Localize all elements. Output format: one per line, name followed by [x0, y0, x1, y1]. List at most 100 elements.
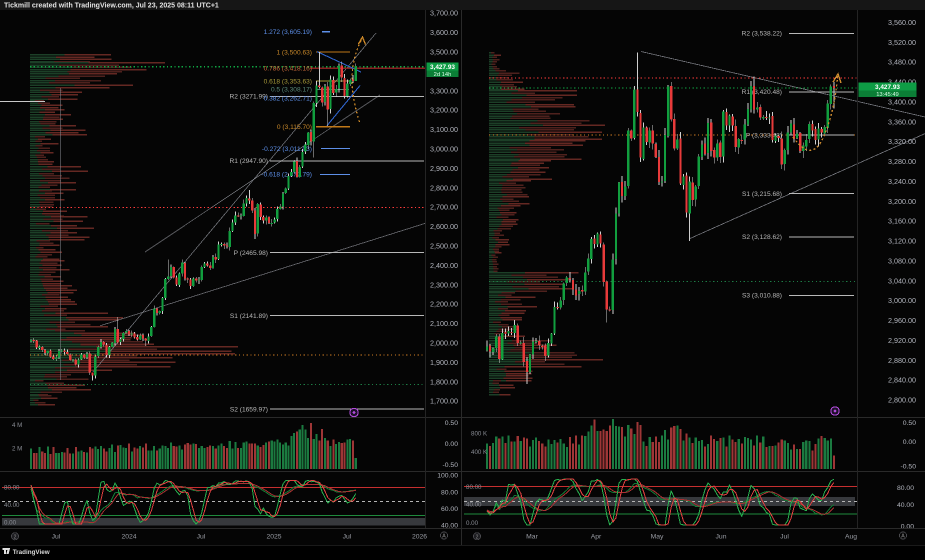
- svg-text:2,700.00: 2,700.00: [430, 203, 458, 212]
- svg-text:3,427.93: 3,427.93: [430, 64, 455, 71]
- svg-text:40.00: 40.00: [897, 502, 914, 509]
- svg-text:0 (3,115.70): 0 (3,115.70): [277, 124, 312, 131]
- svg-text:2,800.00: 2,800.00: [430, 183, 458, 192]
- svg-text:2: 2: [476, 534, 479, 540]
- svg-text:Apr: Apr: [591, 534, 602, 541]
- svg-text:A: A: [442, 534, 446, 540]
- svg-text:0.50: 0.50: [903, 420, 916, 427]
- svg-text:3,040.00: 3,040.00: [888, 276, 916, 285]
- svg-text:A: A: [901, 534, 905, 540]
- svg-text:3,000.00: 3,000.00: [430, 145, 458, 154]
- svg-text:S1 (3,215.68): S1 (3,215.68): [742, 191, 782, 198]
- svg-text:0.618 (3,353.63): 0.618 (3,353.63): [264, 78, 312, 85]
- svg-text:1.272 (3,605.19): 1.272 (3,605.19): [264, 29, 312, 36]
- svg-text:2,800.00: 2,800.00: [888, 396, 916, 405]
- svg-text:P (2465.98): P (2465.98): [234, 250, 268, 257]
- svg-text:-0.618 (2,877.79): -0.618 (2,877.79): [261, 172, 312, 179]
- svg-text:80.00: 80.00: [466, 484, 482, 491]
- svg-text:1,800.00: 1,800.00: [430, 377, 458, 386]
- svg-text:100.00: 100.00: [437, 473, 458, 480]
- svg-text:3,000.00: 3,000.00: [888, 296, 916, 305]
- svg-text:40.00: 40.00: [441, 523, 458, 530]
- svg-text:S2 (1659.97): S2 (1659.97): [230, 407, 268, 414]
- svg-text:2,960.00: 2,960.00: [888, 316, 916, 325]
- svg-text:3,440.00: 3,440.00: [888, 78, 916, 87]
- svg-text:0.382 (3,262.71): 0.382 (3,262.71): [264, 96, 312, 103]
- svg-text:3,080.00: 3,080.00: [888, 257, 916, 266]
- svg-text:Jun: Jun: [716, 534, 727, 541]
- svg-text:80.00: 80.00: [897, 485, 914, 492]
- svg-text:S3 (3,010.88): S3 (3,010.88): [742, 293, 782, 300]
- svg-text:3,500.00: 3,500.00: [430, 48, 458, 57]
- svg-text:2,880.00: 2,880.00: [888, 356, 916, 365]
- svg-text:P (3,333.48): P (3,333.48): [746, 132, 782, 139]
- svg-text:60.00: 60.00: [441, 506, 458, 513]
- svg-text:2: 2: [14, 534, 17, 540]
- svg-text:80.00: 80.00: [4, 485, 20, 492]
- svg-text:3,520.00: 3,520.00: [888, 38, 916, 47]
- svg-text:0.00: 0.00: [4, 520, 17, 527]
- svg-text:0.5 (3,308.17): 0.5 (3,308.17): [271, 87, 312, 94]
- svg-text:Aug: Aug: [845, 534, 857, 541]
- svg-text:0.00: 0.00: [466, 520, 479, 527]
- svg-text:Jul: Jul: [780, 534, 789, 541]
- svg-text:2,500.00: 2,500.00: [430, 242, 458, 251]
- svg-text:1,900.00: 1,900.00: [430, 358, 458, 367]
- svg-text:2,300.00: 2,300.00: [430, 280, 458, 289]
- svg-text:3,100.00: 3,100.00: [430, 125, 458, 134]
- svg-text:0.00: 0.00: [903, 439, 916, 446]
- svg-text:2,200.00: 2,200.00: [430, 300, 458, 309]
- svg-text:1,700.00: 1,700.00: [430, 397, 458, 406]
- svg-text:2,920.00: 2,920.00: [888, 336, 916, 345]
- svg-text:3,480.00: 3,480.00: [888, 58, 916, 67]
- svg-text:3,200.00: 3,200.00: [888, 197, 916, 206]
- svg-text:3,240.00: 3,240.00: [888, 177, 916, 186]
- svg-text:400 K: 400 K: [471, 449, 488, 456]
- svg-text:40.00: 40.00: [466, 502, 482, 509]
- svg-text:3,360.00: 3,360.00: [888, 117, 916, 126]
- svg-text:-0.50: -0.50: [901, 464, 917, 471]
- svg-text:Mar: Mar: [526, 534, 538, 541]
- svg-text:2d 14h: 2d 14h: [434, 72, 452, 78]
- svg-text:80.00: 80.00: [441, 490, 458, 497]
- svg-text:Jul: Jul: [197, 534, 206, 541]
- svg-text:3,160.00: 3,160.00: [888, 217, 916, 226]
- svg-text:Tickmill created with TradingV: Tickmill created with TradingView.com, J…: [4, 3, 219, 10]
- svg-text:May: May: [651, 534, 664, 541]
- svg-text:-0.50: -0.50: [443, 462, 459, 469]
- svg-text:4 M: 4 M: [12, 422, 22, 429]
- svg-text:S2 (3,128.62): S2 (3,128.62): [742, 234, 782, 241]
- svg-text:2025: 2025: [266, 534, 281, 541]
- svg-text:2024: 2024: [121, 534, 136, 541]
- svg-text:13:45:49: 13:45:49: [876, 92, 899, 98]
- svg-text:3,200.00: 3,200.00: [430, 106, 458, 115]
- svg-text:3,700.00: 3,700.00: [430, 9, 458, 18]
- svg-text:2,400.00: 2,400.00: [430, 261, 458, 270]
- svg-text:3,400.00: 3,400.00: [888, 97, 916, 106]
- svg-text:3,120.00: 3,120.00: [888, 237, 916, 246]
- svg-text:0.00: 0.00: [901, 524, 914, 531]
- svg-text:3,427.93: 3,427.93: [875, 84, 900, 91]
- svg-text:3,600.00: 3,600.00: [430, 28, 458, 37]
- svg-text:3,300.00: 3,300.00: [430, 86, 458, 95]
- svg-text:R1 (3,420.48): R1 (3,420.48): [742, 89, 782, 96]
- svg-text:R2 (3271.99): R2 (3271.99): [230, 94, 269, 101]
- svg-text:0.00: 0.00: [445, 441, 458, 448]
- svg-text:2 M: 2 M: [12, 446, 22, 453]
- svg-text:0.786 (3,418.16): 0.786 (3,418.16): [264, 66, 312, 73]
- svg-text:800 K: 800 K: [471, 431, 488, 438]
- svg-text:2,900.00: 2,900.00: [430, 164, 458, 173]
- svg-text:2,100.00: 2,100.00: [430, 319, 458, 328]
- svg-text:R2 (3,538.22): R2 (3,538.22): [742, 31, 782, 38]
- svg-text:Jul: Jul: [343, 534, 352, 541]
- svg-text:3,320.00: 3,320.00: [888, 137, 916, 146]
- svg-text:-0.272 (3,011.03): -0.272 (3,011.03): [262, 146, 312, 153]
- svg-text:3,280.00: 3,280.00: [888, 157, 916, 166]
- svg-text:2,840.00: 2,840.00: [888, 376, 916, 385]
- svg-text:0.50: 0.50: [445, 420, 458, 427]
- svg-text:Jul: Jul: [52, 534, 61, 541]
- svg-text:40.00: 40.00: [4, 502, 20, 509]
- svg-text:1 (3,500.63): 1 (3,500.63): [276, 49, 312, 56]
- svg-text:S1 (2141.89): S1 (2141.89): [230, 313, 268, 320]
- svg-text:TradingView: TradingView: [13, 549, 50, 556]
